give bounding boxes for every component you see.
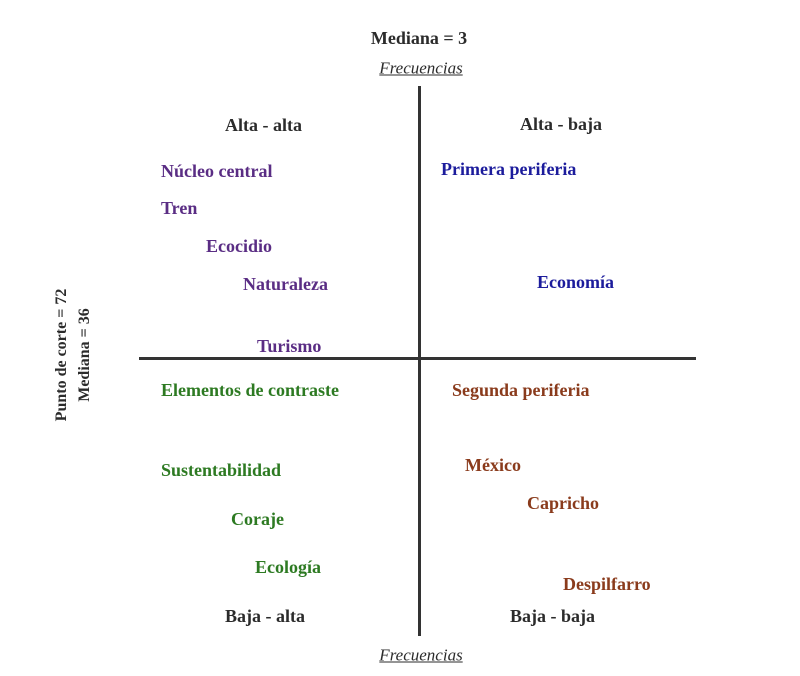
vertical-axis [418, 86, 421, 636]
quadrant-title: Elementos de contraste [161, 380, 339, 400]
item: Turismo [257, 336, 322, 356]
item: México [465, 455, 521, 475]
item: Coraje [231, 509, 284, 529]
quadrant-label: Alta - alta [225, 115, 302, 135]
item: Despilfarro [563, 574, 651, 594]
quadrant-label: Alta - baja [520, 114, 602, 134]
item: Ecología [255, 557, 321, 577]
item: Ecocidio [206, 236, 272, 256]
item: Economía [537, 272, 615, 292]
quadrant-title: Segunda periferia [452, 380, 590, 400]
horizontal-axis [139, 357, 696, 360]
quadrant-title: Núcleo central [161, 161, 273, 181]
quadrant-label: Baja - baja [510, 606, 595, 626]
item: Sustentabilidad [161, 460, 282, 480]
quadrant-title: Primera periferia [441, 159, 577, 179]
title: Mediana = 3 [370, 28, 468, 48]
bottom-axis-label: Frecuencias [379, 645, 463, 665]
median-label: Mediana = 36 [76, 308, 93, 402]
top-axis-label: Frecuencias [379, 58, 463, 78]
quadrant-label: Baja - alta [225, 606, 305, 626]
item: Tren [161, 198, 198, 218]
cut-label: Punto de corte = 72 [53, 288, 70, 422]
item: Naturaleza [243, 274, 328, 294]
item: Capricho [527, 493, 599, 513]
